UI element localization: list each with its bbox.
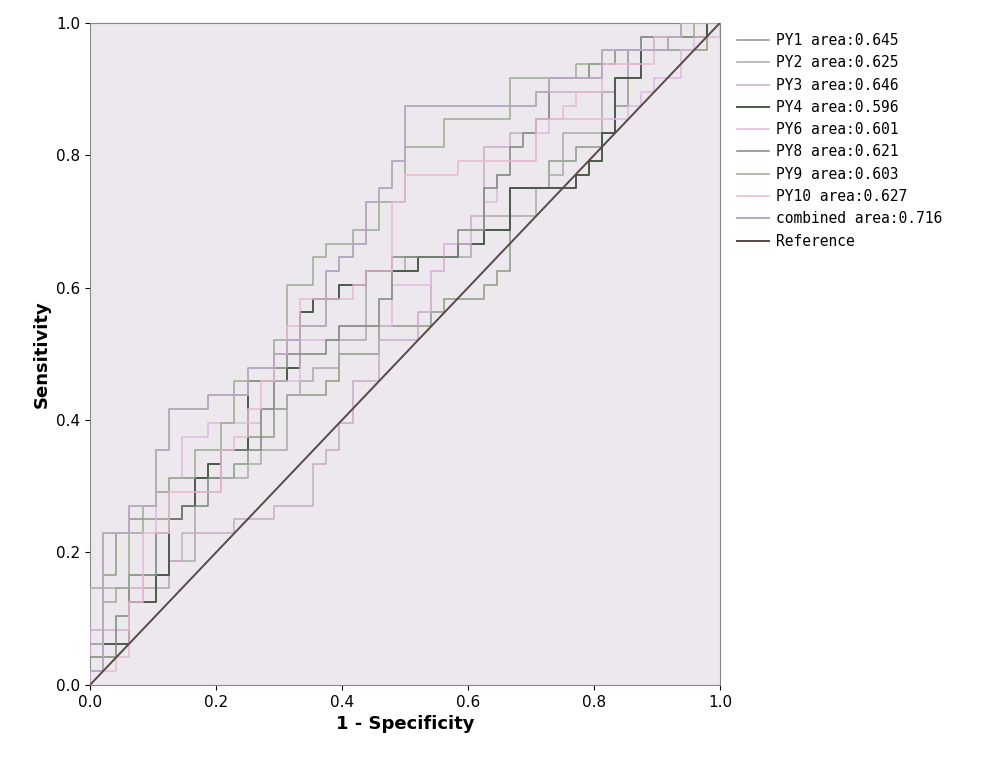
Y-axis label: Sensitivity: Sensitivity — [32, 300, 50, 408]
Legend: PY1 area:0.645, PY2 area:0.625, PY3 area:0.646, PY4 area:0.596, PY6 area:0.601, : PY1 area:0.645, PY2 area:0.625, PY3 area… — [734, 30, 945, 252]
X-axis label: 1 - Specificity: 1 - Specificity — [336, 715, 474, 733]
